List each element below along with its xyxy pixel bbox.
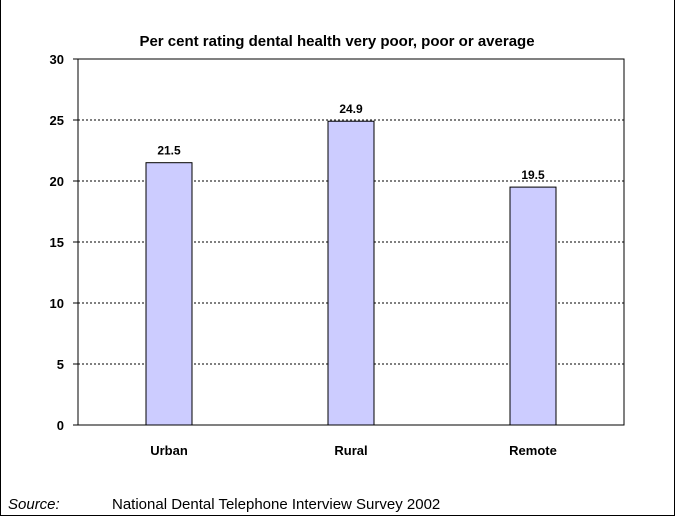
- y-axis-ticks: 0 5 10 15 20 25 30: [50, 52, 78, 433]
- source-note: Source: National Dental Telephone Intervi…: [8, 496, 440, 513]
- y-tick-label: 25: [50, 113, 64, 128]
- y-tick-label: 30: [50, 52, 64, 67]
- y-tick-label: 10: [50, 296, 64, 311]
- y-tick-label: 0: [57, 418, 64, 433]
- data-label: 24.9: [339, 102, 363, 116]
- x-category-label: Urban: [150, 443, 188, 458]
- bar-urban: [145, 162, 193, 426]
- bar-rural: [327, 120, 375, 426]
- chart-title: Per cent rating dental health very poor,…: [139, 33, 534, 50]
- y-tick-label: 20: [50, 174, 64, 189]
- source-label: Source:: [8, 496, 60, 513]
- x-category-label: Remote: [509, 443, 557, 458]
- bar-remote: [509, 186, 557, 426]
- data-label: 19.5: [521, 168, 545, 182]
- x-axis-labels: Urban Rural Remote: [150, 443, 557, 458]
- source-text: National Dental Telephone Interview Surv…: [112, 496, 441, 513]
- data-labels: 21.5 24.9 19.5: [157, 102, 545, 182]
- bars: [145, 120, 557, 426]
- x-category-label: Rural: [334, 443, 367, 458]
- y-tick-label: 15: [50, 235, 64, 250]
- data-label: 21.5: [157, 144, 181, 158]
- y-tick-label: 5: [57, 357, 64, 372]
